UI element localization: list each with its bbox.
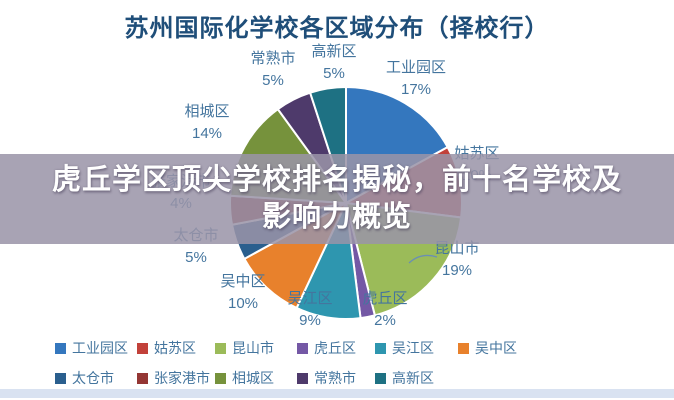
slice-label-name: 工业园区 bbox=[385, 60, 447, 76]
legend-item-8: 相城区 bbox=[215, 370, 274, 387]
legend-swatch bbox=[297, 342, 308, 354]
legend-label: 昆山市 bbox=[232, 342, 274, 357]
legend-label: 高新区 bbox=[392, 372, 434, 387]
legend-swatch bbox=[458, 342, 469, 354]
slice-label-name: 常熟市 bbox=[250, 51, 296, 67]
overlay-banner: 虎丘学区顶尖学校排名揭秘，前十名学校及 影响力概览 bbox=[0, 154, 674, 244]
legend-swatch bbox=[137, 342, 148, 354]
legend-label: 工业园区 bbox=[72, 342, 128, 357]
slice-label-percent: 2% bbox=[374, 312, 396, 329]
legend-label: 相城区 bbox=[232, 372, 274, 387]
slice-label-percent: 5% bbox=[185, 249, 207, 266]
legend-item-0: 工业园区 bbox=[55, 340, 128, 357]
slice-label-2: 昆山市 19% bbox=[434, 239, 479, 281]
slice-label-8: 相城区 14% bbox=[184, 102, 229, 144]
slice-label-9: 常熟市 5% bbox=[250, 49, 295, 91]
legend-swatch bbox=[55, 342, 66, 354]
legend-label: 姑苏区 bbox=[154, 342, 196, 357]
slice-label-percent: 14% bbox=[191, 125, 223, 142]
slice-label-4: 吴江区 9% bbox=[287, 289, 332, 331]
legend-swatch bbox=[215, 342, 226, 354]
legend-swatch bbox=[55, 372, 66, 384]
slice-label-0: 工业园区 17% bbox=[386, 58, 446, 100]
legend-swatch bbox=[215, 372, 226, 384]
legend-label: 张家港市 bbox=[154, 372, 210, 387]
slice-label-10: 高新区 5% bbox=[311, 42, 356, 84]
legend-item-9: 常熟市 bbox=[297, 370, 356, 387]
banner-line-2: 影响力概览 bbox=[261, 201, 412, 233]
slice-label-3: 虎丘区 2% bbox=[362, 289, 407, 331]
slice-label-5: 吴中区 10% bbox=[220, 272, 265, 314]
legend-swatch bbox=[375, 342, 386, 354]
slice-label-name: 虎丘区 bbox=[362, 291, 408, 307]
slice-label-percent: 10% bbox=[227, 295, 259, 312]
slice-label-name: 吴江区 bbox=[287, 291, 333, 307]
slice-label-percent: 5% bbox=[262, 72, 284, 89]
legend-label: 太仓市 bbox=[72, 372, 114, 387]
slice-label-percent: 9% bbox=[299, 312, 321, 329]
legend-swatch bbox=[137, 372, 148, 384]
legend-label: 常熟市 bbox=[314, 372, 356, 387]
slice-label-name: 昆山市 bbox=[434, 241, 480, 257]
slice-label-name: 相城区 bbox=[184, 104, 230, 120]
slice-label-percent: 19% bbox=[441, 262, 473, 279]
legend-swatch bbox=[297, 372, 308, 384]
legend-item-1: 姑苏区 bbox=[137, 340, 196, 357]
slice-label-name: 高新区 bbox=[311, 44, 357, 60]
legend-item-4: 吴江区 bbox=[375, 340, 434, 357]
legend-item-3: 虎丘区 bbox=[297, 340, 356, 357]
slice-label-name: 吴中区 bbox=[220, 274, 266, 290]
slice-label-percent: 17% bbox=[400, 81, 432, 98]
legend-item-10: 高新区 bbox=[375, 370, 434, 387]
page-title: 苏州国际化学校各区域分布（择校行） bbox=[124, 16, 550, 42]
legend-label: 虎丘区 bbox=[314, 342, 356, 357]
legend-item-2: 昆山市 bbox=[215, 340, 274, 357]
legend-label: 吴中区 bbox=[475, 342, 517, 357]
legend-swatch bbox=[375, 372, 386, 384]
legend-item-6: 太仓市 bbox=[55, 370, 114, 387]
slice-label-percent: 5% bbox=[323, 65, 345, 82]
bottom-divider bbox=[0, 389, 674, 398]
banner-line-1: 虎丘学区顶尖学校排名揭秘，前十名学校及 bbox=[51, 164, 622, 196]
legend-item-7: 张家港市 bbox=[137, 370, 210, 387]
legend-label: 吴江区 bbox=[392, 342, 434, 357]
legend-item-5: 吴中区 bbox=[458, 340, 517, 357]
